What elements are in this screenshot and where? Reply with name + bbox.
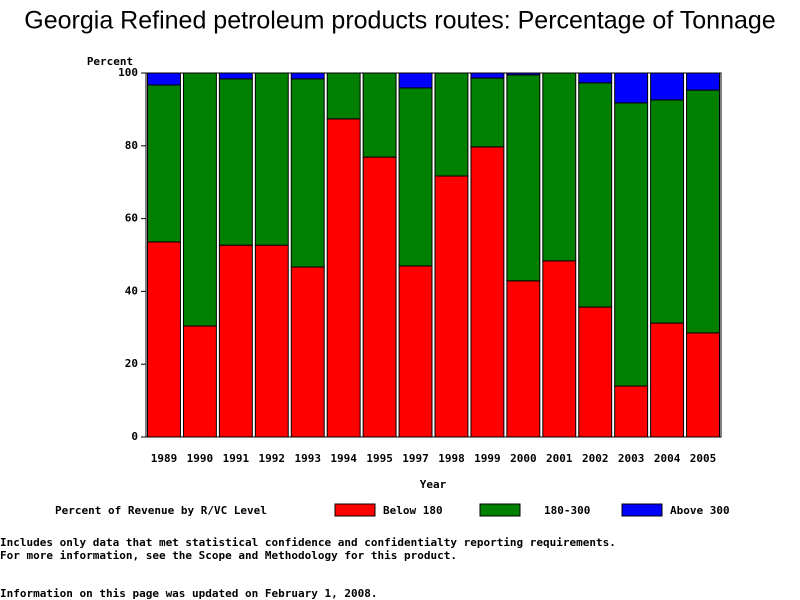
y-tick-label: 40: [125, 284, 138, 297]
x-tick-label: 1989: [151, 452, 178, 465]
x-tick-label: 1998: [438, 452, 465, 465]
footnote: Includes only data that met statistical …: [0, 536, 616, 549]
x-tick-label: 2001: [546, 452, 573, 465]
x-tick-label: 2003: [618, 452, 645, 465]
bar-segment: [147, 84, 181, 243]
plot-frame: [145, 72, 722, 438]
bar-segment: [686, 89, 720, 334]
bar-segment: [650, 72, 685, 101]
bar-segment: [470, 77, 505, 148]
bar-segment: [362, 72, 397, 158]
bar-segment: [686, 72, 720, 91]
bar-segment: [470, 72, 505, 79]
chart-title: Georgia Refined petroleum products route…: [24, 7, 775, 35]
bar-segment: [362, 156, 397, 438]
bar-segment: [398, 265, 433, 438]
legend-label: 180-300: [544, 504, 590, 517]
legend-swatch: [621, 503, 663, 517]
y-tick-label: 60: [125, 212, 138, 225]
bar-segment: [506, 280, 541, 438]
bar-segment: [254, 72, 289, 246]
y-tick-label: 20: [125, 357, 138, 370]
bar-segment: [614, 102, 649, 387]
legend-swatch: [334, 503, 376, 517]
bar-segment: [290, 266, 325, 438]
x-tick-label: 1997: [402, 452, 429, 465]
bar-segment: [182, 72, 217, 327]
legend-label: Below 180: [383, 504, 443, 517]
x-tick-label: 1993: [294, 452, 321, 465]
x-tick-label: 1994: [330, 452, 357, 465]
bar-segment: [650, 322, 685, 438]
bar-segment: [290, 78, 325, 268]
legend-title: Percent of Revenue by R/VC Level: [55, 504, 267, 517]
footnote: For more information, see the Scope and …: [0, 549, 457, 562]
bar-segment: [542, 260, 577, 438]
bar-segment: [290, 72, 325, 80]
bar-segment: [434, 72, 469, 177]
bar-segment: [578, 72, 613, 84]
x-tick-label: 1990: [187, 452, 214, 465]
x-tick-label: 1999: [474, 452, 501, 465]
bar-segment: [650, 99, 685, 324]
legend-label: Above 300: [670, 504, 730, 517]
x-tick-label: 1992: [259, 452, 286, 465]
bar-segment: [147, 72, 181, 86]
bar-segment: [578, 82, 613, 308]
x-tick-label: 2005: [690, 452, 717, 465]
bar-segment: [614, 72, 649, 104]
x-tick-label: 1995: [366, 452, 393, 465]
bar-segment: [398, 72, 433, 89]
footnote: Information on this page was updated on …: [0, 587, 378, 600]
y-axis-label: Percent: [87, 55, 133, 68]
bar-segment: [434, 175, 469, 438]
bar-segment: [506, 72, 541, 76]
x-tick-label: 2000: [510, 452, 537, 465]
bar-segment: [147, 241, 181, 438]
y-tick-label: 100: [118, 66, 138, 79]
bar-segment: [506, 74, 541, 282]
legend-swatch: [479, 503, 521, 517]
bar-segment: [218, 78, 253, 246]
bar-segment: [686, 332, 720, 438]
x-tick-label: 2004: [654, 452, 681, 465]
bar-segment: [470, 146, 505, 438]
bar-segment: [542, 72, 577, 262]
x-tick-label: 1991: [223, 452, 250, 465]
bar-segment: [254, 244, 289, 438]
x-axis-label: Year: [420, 478, 447, 491]
bar-segment: [614, 385, 649, 438]
bar-segment: [218, 244, 253, 438]
bar-segment: [218, 72, 253, 80]
x-tick-label: 2002: [582, 452, 609, 465]
bar-segment: [182, 325, 217, 438]
bar-segment: [578, 306, 613, 438]
y-tick-label: 0: [131, 430, 138, 443]
bar-segment: [326, 118, 361, 438]
y-tick-label: 80: [125, 139, 138, 152]
bar-segment: [398, 87, 433, 267]
bar-segment: [326, 72, 361, 120]
